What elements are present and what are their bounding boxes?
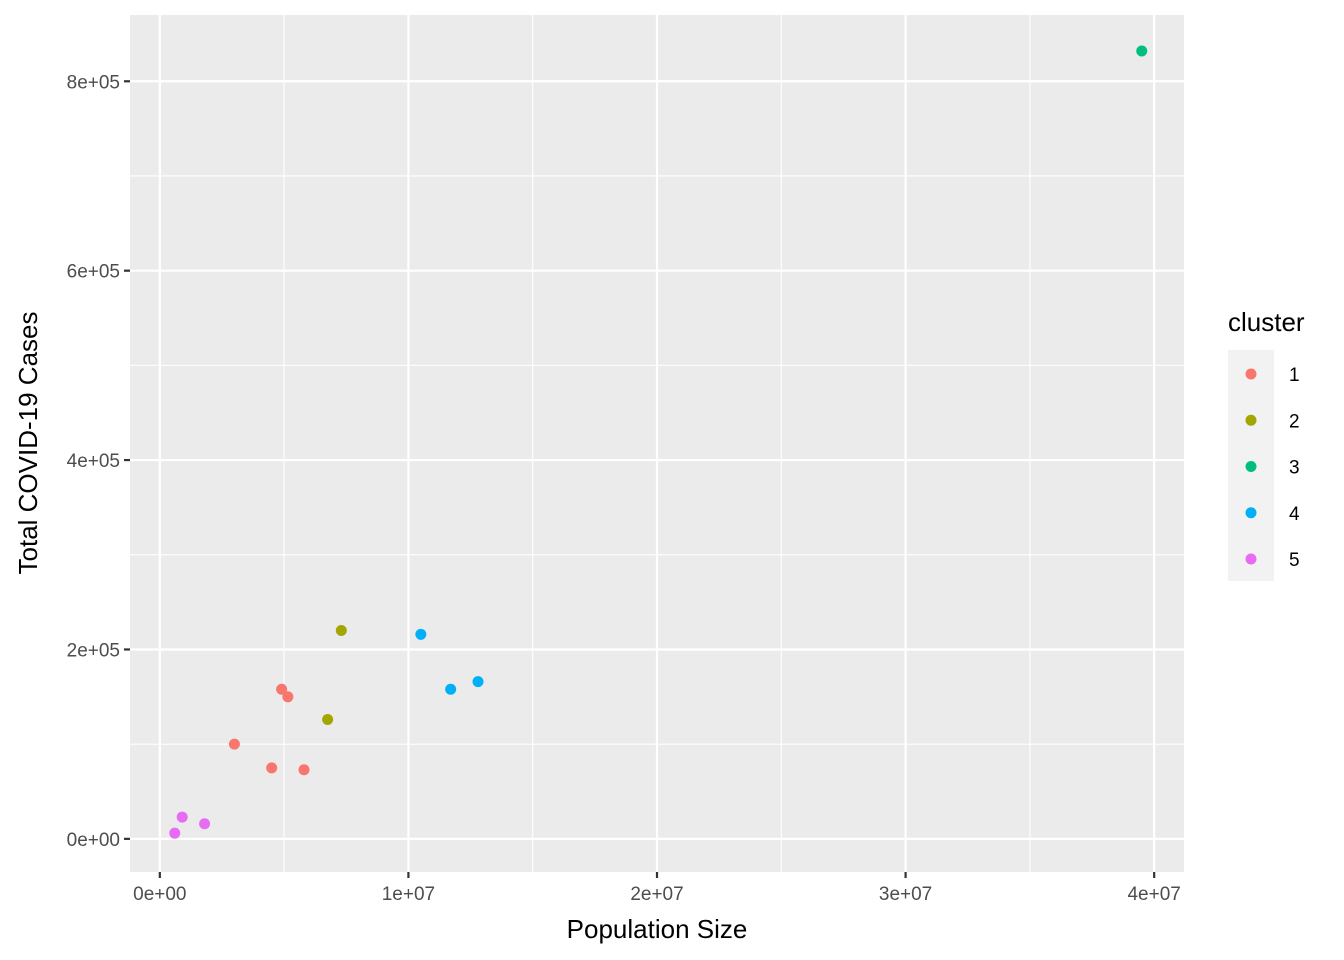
data-point-cluster-4	[445, 683, 457, 695]
data-point-cluster-1	[282, 691, 294, 703]
x-tick-label: 3e+07	[879, 884, 932, 905]
legend-label-cluster-3: 3	[1289, 458, 1300, 479]
legend-key-cluster-2	[1245, 414, 1257, 426]
data-point-cluster-3	[1136, 45, 1148, 57]
legend-key-cluster-3	[1245, 461, 1257, 472]
y-tick-label: 0e+00	[67, 830, 120, 851]
data-point-cluster-2	[335, 625, 347, 637]
legend-key-cluster-5	[1245, 553, 1257, 565]
legend-key-cluster-1	[1245, 368, 1257, 380]
y-tick-label: 6e+05	[67, 262, 120, 283]
x-tick-label: 1e+07	[382, 884, 435, 905]
x-axis-title: Population Size	[567, 914, 748, 944]
legend-key-cluster-4	[1245, 507, 1257, 519]
data-point-cluster-1	[228, 738, 240, 750]
legend-title: cluster	[1228, 307, 1305, 337]
y-tick-label: 2e+05	[67, 640, 120, 661]
data-points	[169, 45, 1148, 839]
legend-items: 1 2 3 4 5	[1245, 365, 1300, 571]
data-point-cluster-5	[176, 811, 188, 823]
data-point-cluster-1	[276, 683, 288, 695]
y-axis: 0e+00 2e+05 4e+05 6e+05 8e+05	[67, 72, 130, 851]
legend-label-cluster-2: 2	[1289, 411, 1300, 432]
data-point-cluster-4	[415, 628, 427, 640]
x-tick-label: 0e+00	[133, 884, 186, 905]
legend-label-cluster-1: 1	[1289, 365, 1300, 386]
data-point-cluster-2	[322, 714, 334, 726]
y-tick-label: 8e+05	[67, 72, 120, 93]
y-axis-title: Total COVID-19 Cases	[13, 312, 43, 575]
major-gridlines	[130, 15, 1184, 872]
x-tick-label: 4e+07	[1127, 884, 1180, 905]
legend: cluster 1 2 3 4 5	[1228, 307, 1305, 581]
data-point-cluster-1	[266, 762, 278, 774]
y-tick-label: 4e+05	[67, 451, 120, 472]
data-point-cluster-5	[169, 827, 181, 839]
legend-label-cluster-5: 5	[1289, 550, 1300, 571]
x-tick-label: 2e+07	[630, 884, 683, 905]
data-point-cluster-4	[472, 676, 484, 688]
data-point-cluster-1	[298, 764, 310, 776]
data-point-cluster-5	[199, 818, 211, 830]
x-axis: 0e+00 1e+07 2e+07 3e+07 4e+07	[133, 872, 1181, 905]
legend-label-cluster-4: 4	[1289, 504, 1300, 525]
